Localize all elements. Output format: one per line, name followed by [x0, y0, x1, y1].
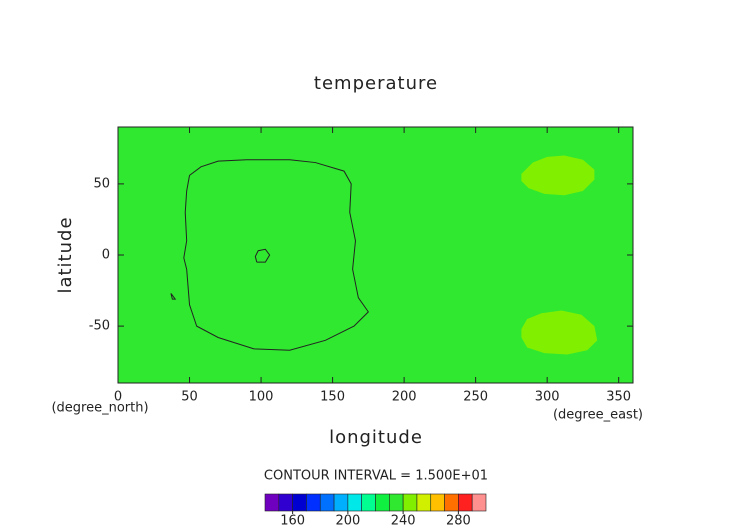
region	[521, 155, 595, 196]
colorbar-box	[375, 493, 390, 512]
colorbar-box	[292, 493, 307, 512]
colorbar-box	[333, 493, 349, 512]
x-tick-label: 0	[114, 390, 122, 405]
y-unit: (degree_north)	[51, 401, 148, 416]
colorbar-tick-label: 280	[446, 514, 471, 529]
x-tick-label: 250	[463, 390, 488, 405]
x-tick-label: 50	[181, 390, 198, 405]
colorbar-box	[306, 493, 321, 512]
y-tick-label: 50	[93, 176, 110, 191]
colorbar-box	[458, 493, 473, 512]
x-tick-label: 100	[249, 390, 274, 405]
x-unit: (degree_east)	[553, 408, 643, 423]
colorbar-box	[430, 493, 445, 512]
colorbar-box	[444, 493, 459, 512]
contour-line	[170, 293, 177, 300]
x-axis-label: longitude	[329, 427, 423, 448]
colorbar-box	[389, 493, 404, 512]
contour-interval: CONTOUR INTERVAL = 1.500E+01	[264, 469, 488, 484]
x-tick-label: 300	[535, 390, 560, 405]
x-tick-label: 350	[606, 390, 631, 405]
y-tick-label: -50	[89, 319, 110, 334]
colorbar-box	[264, 493, 280, 512]
colorbar-box	[319, 493, 335, 512]
colorbar-tick-label: 240	[391, 514, 416, 529]
colorbar-tick-label: 200	[335, 514, 360, 529]
colorbar-box	[278, 493, 293, 512]
y-tick-label: 0	[102, 248, 110, 263]
x-tick-label: 200	[392, 390, 417, 405]
colorbar-tick-label: 160	[280, 514, 305, 529]
y-axis-label: latitude	[55, 216, 76, 293]
colorbar-box	[471, 493, 487, 512]
contour-line	[254, 248, 271, 263]
region	[521, 310, 598, 355]
chart-title: temperature	[314, 73, 438, 94]
colorbar-box	[347, 493, 362, 512]
colorbar-box	[416, 493, 432, 512]
contour-line	[183, 159, 369, 351]
x-tick-label: 150	[320, 390, 345, 405]
colorbar-box	[361, 493, 376, 512]
colorbar-box	[402, 493, 418, 512]
